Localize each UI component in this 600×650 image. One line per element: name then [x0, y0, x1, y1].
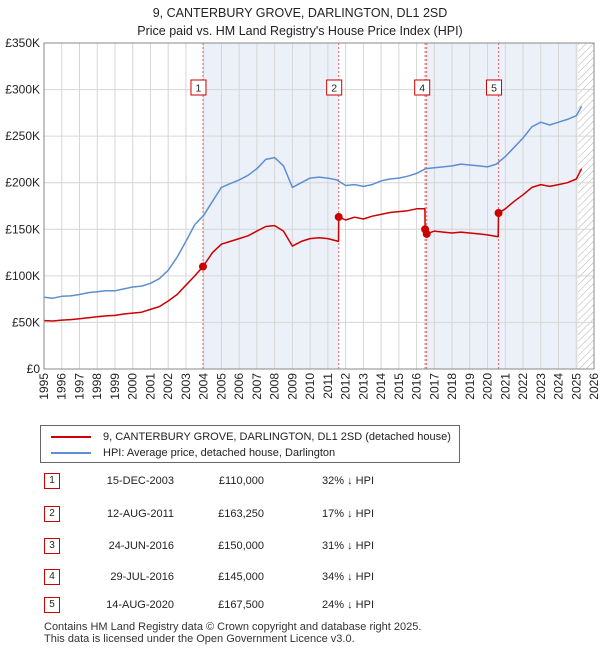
x-tick-label: 1996 — [55, 373, 69, 400]
chart-subtitle: Price paid vs. HM Land Registry's House … — [137, 24, 463, 38]
transaction-hpi-diff: 31% ↓ HPI — [322, 540, 374, 552]
x-tick-label: 2015 — [392, 373, 406, 400]
table-row: 5 14-AUG-2020 £167,500 24% ↓ HPI — [44, 596, 600, 614]
ownership-shading — [498, 43, 579, 369]
y-tick-label: £350K — [5, 36, 40, 50]
transaction-price: £150,000 — [218, 540, 264, 552]
sale-point — [494, 208, 503, 217]
x-tick-label: 1999 — [108, 373, 122, 400]
x-tick-label: 2014 — [374, 373, 388, 400]
x-tick-label: 1998 — [90, 373, 104, 400]
x-tick-label: 2007 — [250, 373, 264, 400]
legend-label-hpi: HPI: Average price, detached house, Darl… — [103, 447, 336, 459]
annotation-label: 1 — [196, 83, 202, 95]
ownership-shading — [425, 43, 499, 369]
legend-item-hpi: HPI: Average price, detached house, Darl… — [51, 445, 335, 461]
y-tick-label: £250K — [5, 129, 40, 143]
table-row: 4 29-JUL-2016 £145,000 34% ↓ HPI — [44, 568, 600, 586]
x-tick-label: 2016 — [410, 373, 424, 400]
chart-title: 9, CANTERBURY GROVE, DARLINGTON, DL1 2SD — [152, 6, 448, 20]
x-tick-label: 2017 — [427, 373, 441, 400]
forecast-hatch — [578, 43, 594, 369]
annotation-box — [326, 79, 343, 96]
legend-swatch-hpi — [51, 452, 91, 454]
x-tick-label: 2000 — [126, 373, 140, 400]
transaction-number-badge: 1 — [44, 473, 60, 489]
transaction-number-badge: 5 — [44, 597, 60, 613]
transaction-price: £110,000 — [218, 475, 264, 487]
table-row: 1 15-DEC-2003 £110,000 32% ↓ HPI — [44, 472, 600, 490]
table-row: 3 24-JUN-2016 £150,000 31% ↓ HPI — [44, 537, 600, 555]
footer-licence: This data is licensed under the Open Gov… — [44, 633, 355, 645]
x-tick-label: 2020 — [481, 373, 495, 400]
x-tick-label: 2012 — [339, 373, 353, 400]
y-tick-label: £200K — [5, 176, 40, 190]
transaction-date: 15-DEC-2003 — [106, 475, 174, 487]
x-tick-label: 2026 — [587, 373, 600, 400]
x-tick-label: 2018 — [445, 373, 459, 400]
sale-point — [198, 262, 207, 271]
transaction-price: £145,000 — [218, 571, 264, 583]
x-tick-label: 2003 — [179, 373, 193, 400]
annotation-label: 5 — [491, 83, 497, 95]
x-tick-label: 2013 — [356, 373, 370, 400]
legend-item-property: 9, CANTERBURY GROVE, DARLINGTON, DL1 2SD… — [51, 429, 451, 445]
annotation-label: 4 — [419, 83, 425, 95]
price-chart: £0 £50K £100K £150K £200K £250K £300K £350K 1995… — [5, 36, 600, 400]
property-series-line — [43, 168, 583, 322]
ownership-shading — [202, 43, 339, 369]
transaction-date: 24-JUN-2016 — [108, 540, 174, 552]
x-tick-label: 2005 — [214, 373, 228, 400]
legend-swatch-property — [51, 436, 91, 438]
sale-point — [334, 212, 343, 221]
transaction-hpi-diff: 34% ↓ HPI — [322, 571, 374, 583]
transaction-date: 12-AUG-2011 — [106, 508, 174, 520]
plot-frame — [43, 42, 595, 370]
annotation-box — [486, 79, 503, 96]
y-tick-label: £150K — [5, 222, 40, 236]
x-tick-label: 2025 — [569, 373, 583, 400]
x-tick-label: 2008 — [268, 373, 282, 400]
transaction-date: 29-JUL-2016 — [110, 571, 174, 583]
y-tick-label: £0 — [27, 362, 41, 376]
y-tick-label: £50K — [12, 315, 40, 329]
transaction-hpi-diff: 24% ↓ HPI — [322, 599, 374, 611]
x-tick-label: 2023 — [534, 373, 548, 400]
transaction-price: £163,250 — [218, 508, 264, 520]
annotation-label: 2 — [331, 83, 337, 95]
x-tick-label: 2019 — [463, 373, 477, 400]
x-tick-label: 2011 — [321, 373, 335, 399]
x-tick-label: 2006 — [232, 373, 246, 400]
x-tick-label: 2024 — [552, 373, 566, 400]
footer: Contains HM Land Registry data © Crown c… — [44, 621, 421, 645]
x-tick-label: 2001 — [143, 373, 157, 400]
x-tick-label: 2010 — [303, 373, 317, 400]
transaction-number-badge: 4 — [44, 569, 60, 585]
y-tick-label: £100K — [5, 269, 40, 283]
y-tick-label: £300K — [5, 83, 40, 97]
x-tick-label: 2004 — [197, 373, 211, 400]
table-row: 2 12-AUG-2011 £163,250 17% ↓ HPI — [44, 505, 600, 523]
x-tick-label: 1997 — [72, 373, 86, 400]
hpi-series-line — [43, 105, 583, 299]
x-tick-label: 1995 — [37, 373, 51, 400]
x-tick-label: 2002 — [161, 373, 175, 400]
transaction-hpi-diff: 32% ↓ HPI — [322, 475, 374, 487]
annotation-box — [414, 79, 431, 96]
x-tick-label: 2009 — [285, 373, 299, 400]
legend: 9, CANTERBURY GROVE, DARLINGTON, DL1 2SD… — [40, 425, 460, 463]
transaction-hpi-diff: 17% ↓ HPI — [322, 508, 374, 520]
transaction-price: £167,500 — [218, 599, 264, 611]
transaction-number-badge: 2 — [44, 506, 60, 522]
x-tick-label: 2022 — [516, 373, 530, 400]
legend-label-property: 9, CANTERBURY GROVE, DARLINGTON, DL1 2SD… — [103, 431, 451, 443]
annotation-box — [190, 79, 207, 96]
transaction-number-badge: 3 — [44, 538, 60, 554]
x-tick-label: 2021 — [498, 373, 512, 400]
sale-point — [422, 229, 431, 238]
transaction-date: 14-AUG-2020 — [106, 599, 174, 611]
footer-copyright: Contains HM Land Registry data © Crown c… — [44, 621, 422, 633]
